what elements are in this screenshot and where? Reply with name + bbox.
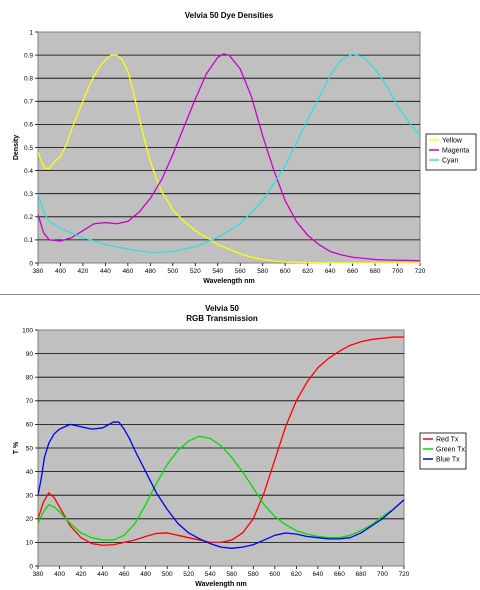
legend-label: Green Tx: [436, 447, 466, 454]
x-tick-label: 580: [248, 571, 259, 578]
y-tick-label: 60: [26, 422, 34, 429]
x-tick-label: 400: [55, 268, 66, 275]
x-tick-label: 440: [97, 571, 108, 578]
x-tick-label: 520: [183, 571, 194, 578]
x-tick-label: 500: [162, 571, 173, 578]
x-tick-label: 640: [325, 268, 336, 275]
x-tick-label: 420: [76, 571, 87, 578]
chart-subtitle: RGB Transmission: [186, 314, 258, 323]
x-tick-label: 700: [377, 571, 388, 578]
legend-label: Yellow: [442, 138, 463, 145]
y-tick-label: 1: [29, 29, 33, 36]
y-tick-label: 50: [26, 445, 34, 452]
x-axis-label: Wavelength nm: [195, 581, 246, 588]
x-tick-label: 580: [257, 268, 268, 275]
x-tick-label: 440: [100, 268, 111, 275]
x-tick-label: 700: [392, 268, 403, 275]
y-tick-label: 10: [26, 540, 34, 547]
y-tick-label: 0.5: [24, 145, 33, 152]
x-tick-label: 600: [280, 268, 291, 275]
y-tick-label: 0.4: [24, 168, 33, 175]
x-tick-label: 660: [347, 268, 358, 275]
series-line-cyan: [38, 53, 420, 254]
x-tick-label: 460: [122, 268, 133, 275]
x-tick-label: 560: [235, 268, 246, 275]
x-tick-label: 420: [78, 268, 89, 275]
x-tick-label: 480: [140, 571, 151, 578]
y-tick-label: 0.3: [24, 191, 33, 198]
y-tick-label: 0.1: [24, 237, 33, 244]
y-tick-label: 0.9: [24, 52, 33, 59]
legend: Yellow Magenta Cyan: [425, 133, 477, 171]
legend-label: Red Tx: [436, 437, 459, 444]
x-tick-label: 680: [356, 571, 367, 578]
series-line-magenta: [38, 53, 420, 262]
series-line-red-tx: [38, 336, 404, 546]
y-tick-label: 100: [22, 327, 33, 334]
y-tick-label: 0: [29, 563, 33, 570]
legend-label: Cyan: [442, 158, 458, 165]
x-tick-label: 380: [33, 268, 44, 275]
legend: Red Tx Green Tx Blue Tx: [419, 432, 467, 470]
y-tick-label: 70: [26, 398, 34, 405]
x-tick-label: 620: [291, 571, 302, 578]
chart-title: Velvia 50 Dye Densities: [185, 11, 274, 20]
legend-label: Blue Tx: [436, 457, 460, 464]
x-tick-label: 540: [212, 268, 223, 275]
legend-label: Magenta: [442, 148, 469, 155]
x-tick-label: 520: [190, 268, 201, 275]
x-tick-label: 680: [370, 268, 381, 275]
y-tick-label: 90: [26, 351, 34, 358]
y-tick-label: 0.2: [24, 214, 33, 221]
y-tick-label: 0: [29, 260, 33, 267]
x-tick-label: 380: [33, 571, 44, 578]
x-tick-label: 560: [226, 571, 237, 578]
series-line-blue-tx: [38, 421, 404, 549]
x-tick-label: 720: [399, 571, 410, 578]
x-tick-label: 480: [145, 268, 156, 275]
y-tick-label: 0.8: [24, 76, 33, 83]
chart-title: Velvia 50: [205, 304, 239, 313]
x-tick-label: 660: [334, 571, 345, 578]
y-tick-label: 20: [26, 516, 34, 523]
x-tick-label: 620: [302, 268, 313, 275]
series-line-yellow: [38, 54, 420, 264]
x-tick-label: 400: [54, 571, 65, 578]
y-axis-label: T %: [13, 441, 20, 454]
x-tick-label: 600: [269, 571, 280, 578]
x-tick-label: 500: [167, 268, 178, 275]
y-axis-label: Density: [13, 135, 20, 160]
y-tick-label: 30: [26, 493, 34, 500]
x-tick-label: 540: [205, 571, 216, 578]
dye-densities-chart: Velvia 50 Dye Densities 0 0.1 0.2 0.3 0.4 0.5 0…: [13, 11, 477, 285]
y-tick-label: 80: [26, 375, 34, 382]
y-tick-label: 0.6: [24, 122, 33, 129]
x-tick-label: 640: [312, 571, 323, 578]
x-tick-label: 720: [415, 268, 426, 275]
x-tick-label: 460: [119, 571, 130, 578]
y-tick-label: 0.7: [24, 99, 33, 106]
y-tick-label: 40: [26, 469, 34, 476]
chart-divider: [0, 294, 480, 295]
x-axis-label: Wavelength nm: [203, 278, 254, 285]
series-line-green-tx: [38, 435, 404, 541]
